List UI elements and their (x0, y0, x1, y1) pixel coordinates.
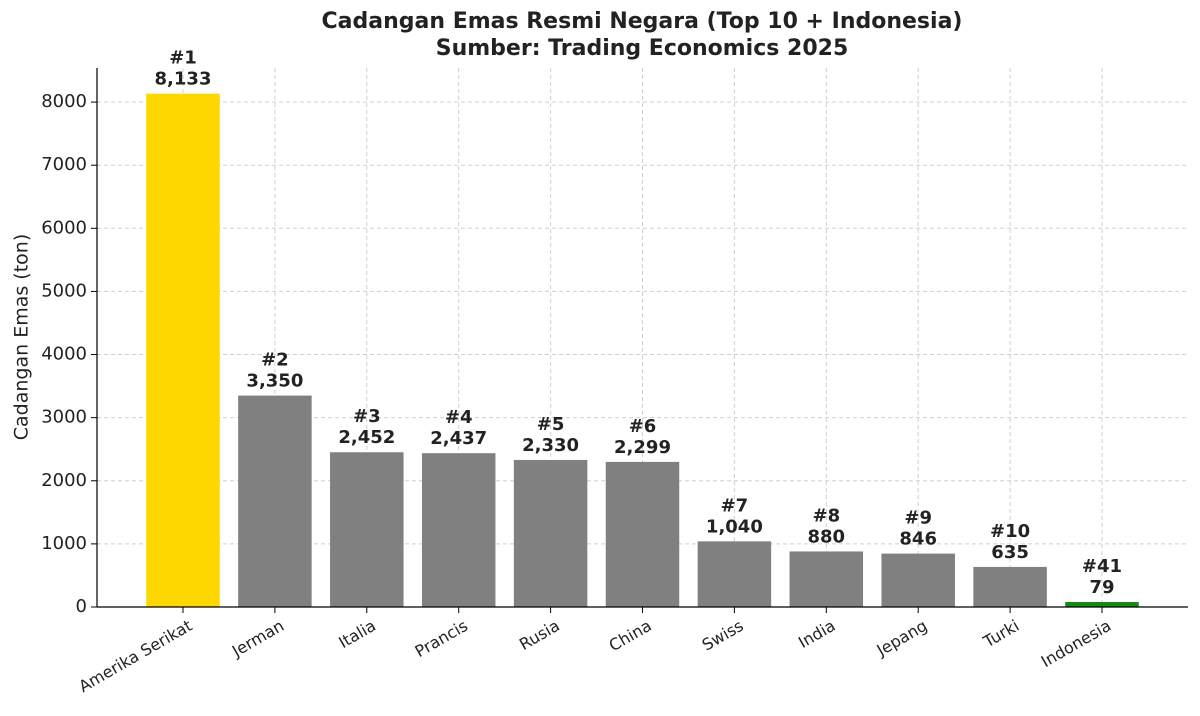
value-label: 846 (899, 529, 937, 550)
y-tick-label: 1000 (41, 533, 87, 554)
bar (421, 453, 496, 607)
y-tick-label: 5000 (41, 280, 87, 301)
bar (881, 553, 955, 607)
chart-title: Cadangan Emas Resmi Negara (Top 10 + Ind… (322, 9, 963, 34)
chart-subtitle: Sumber: Trading Economics 2025 (436, 36, 849, 61)
x-tick-label: Rusia (516, 616, 563, 654)
y-tick-label: 0 (76, 596, 87, 617)
value-label: 880 (808, 526, 846, 547)
y-axis-label: Cadangan Emas (ton) (11, 234, 33, 440)
bar (697, 541, 772, 607)
x-tick-label: India (795, 616, 839, 652)
rank-label: #1 (169, 48, 197, 69)
y-tick-label: 6000 (41, 217, 87, 238)
y-tick-label: 8000 (41, 91, 87, 112)
x-tick-label: Amerika Serikat (75, 616, 195, 696)
bar (146, 93, 220, 608)
x-tick-label: Turki (979, 616, 1022, 652)
rank-label: #8 (812, 505, 840, 526)
rank-label: #2 (261, 350, 289, 371)
x-tick-label: China (606, 616, 655, 655)
bar (605, 461, 680, 607)
rank-label: #7 (721, 495, 749, 516)
value-label: 8,133 (155, 69, 212, 90)
x-tick-label: Prancis (412, 616, 471, 661)
x-tick-label: Indonesia (1038, 616, 1115, 671)
y-tick-label: 7000 (41, 154, 87, 175)
rank-label: #41 (1082, 556, 1122, 577)
bar (973, 566, 1047, 607)
bar (1065, 602, 1139, 607)
value-label: 2,437 (430, 428, 487, 449)
bar (238, 395, 312, 607)
value-label: 635 (991, 542, 1029, 563)
y-tick-label: 2000 (41, 470, 87, 491)
x-tick-label: Swiss (699, 616, 747, 655)
bar (789, 551, 864, 607)
value-label: 2,299 (614, 437, 671, 458)
rank-label: #6 (629, 416, 657, 437)
y-tick-label: 3000 (41, 407, 87, 428)
x-tick-label: Jerman (228, 616, 287, 661)
bar (330, 452, 404, 607)
y-tick-label: 4000 (41, 344, 87, 365)
rank-label: #3 (353, 406, 381, 427)
bar (513, 459, 588, 607)
value-label: 2,452 (338, 427, 395, 448)
rank-label: #4 (445, 407, 473, 428)
rank-label: #10 (990, 521, 1030, 542)
x-tick-label: Jepang (873, 616, 931, 660)
value-label: 2,330 (522, 435, 579, 456)
rank-label: #5 (537, 414, 565, 435)
value-label: 1,040 (706, 516, 763, 537)
rank-label: #9 (904, 508, 932, 529)
value-label: 79 (1089, 577, 1114, 598)
value-label: 3,350 (246, 371, 303, 392)
x-tick-label: Italia (335, 616, 379, 652)
